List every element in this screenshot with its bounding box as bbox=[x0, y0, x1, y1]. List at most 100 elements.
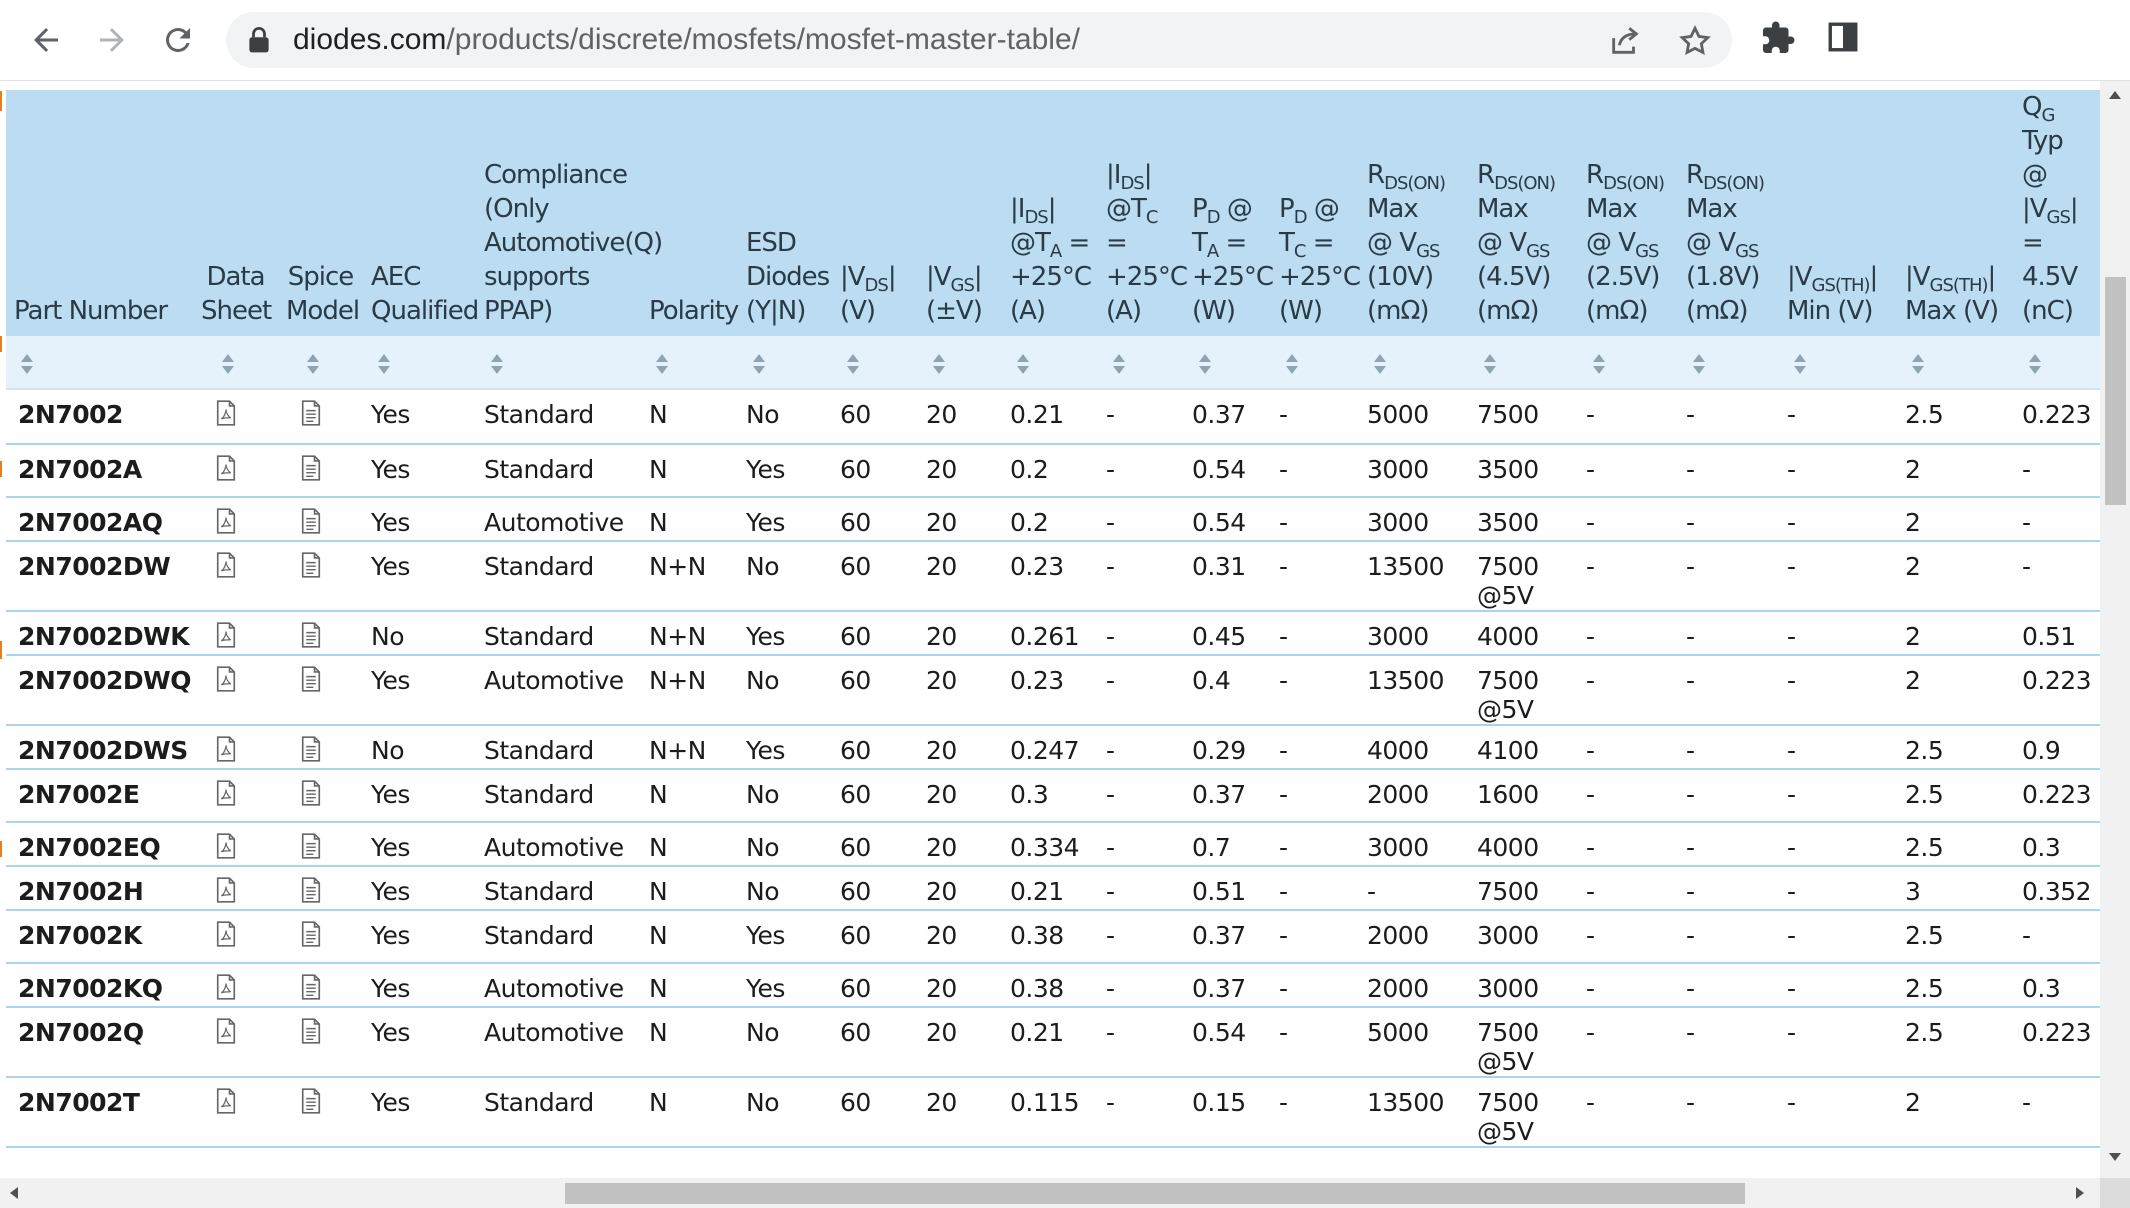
data-sheet-cell[interactable] bbox=[193, 541, 278, 612]
pdf-file-icon[interactable] bbox=[215, 736, 237, 762]
part-number-cell[interactable]: 2N7002Q bbox=[6, 1007, 193, 1078]
spice-model-cell[interactable] bbox=[278, 910, 363, 964]
data-sheet-cell[interactable] bbox=[193, 497, 278, 542]
spice-model-cell[interactable] bbox=[278, 822, 363, 867]
sort-cell[interactable] bbox=[1271, 336, 1359, 390]
sort-arrows-icon[interactable] bbox=[306, 352, 320, 376]
sort-arrows-icon[interactable] bbox=[221, 352, 235, 376]
sort-cell[interactable] bbox=[1578, 336, 1678, 390]
scroll-up-arrow-icon[interactable] bbox=[2107, 89, 2123, 101]
col-pd-ta[interactable]: PD @ TA = +25°C (W) bbox=[1184, 90, 1274, 336]
col-aec-qualified[interactable]: AEC Qualified bbox=[363, 90, 479, 336]
spice-model-cell[interactable] bbox=[278, 444, 363, 498]
part-number-cell[interactable]: 2N7002A bbox=[6, 444, 193, 498]
part-number-cell[interactable]: 2N7002KQ bbox=[6, 963, 193, 1008]
spice-file-icon[interactable] bbox=[300, 455, 322, 481]
spice-model-cell[interactable] bbox=[278, 541, 363, 612]
col-compliance[interactable]: Compliance (Only Automotive(Q) supports PPAP… bbox=[476, 90, 663, 336]
spice-file-icon[interactable] bbox=[300, 552, 322, 578]
data-sheet-cell[interactable] bbox=[193, 822, 278, 867]
spice-file-icon[interactable] bbox=[300, 921, 322, 947]
sort-cell[interactable] bbox=[2014, 336, 2100, 390]
col-ids-ta[interactable]: |IDS| @TA = +25°C (A) bbox=[1002, 90, 1098, 336]
sort-arrows-icon[interactable] bbox=[1793, 352, 1807, 376]
spice-model-cell[interactable] bbox=[278, 725, 363, 770]
horizontal-scroll-thumb[interactable] bbox=[565, 1183, 1745, 1204]
sort-arrows-icon[interactable] bbox=[752, 352, 766, 376]
sort-arrows-icon[interactable] bbox=[20, 352, 34, 376]
spice-file-icon[interactable] bbox=[300, 666, 322, 692]
pdf-file-icon[interactable] bbox=[215, 400, 237, 426]
sort-arrows-icon[interactable] bbox=[1692, 352, 1706, 376]
col-spice-model[interactable]: Spice Model bbox=[278, 90, 363, 336]
part-number-cell[interactable]: 2N7002DW bbox=[6, 541, 193, 612]
spice-file-icon[interactable] bbox=[300, 1088, 322, 1114]
data-sheet-cell[interactable] bbox=[193, 655, 278, 726]
part-number-cell[interactable]: 2N7002DWK bbox=[6, 611, 193, 656]
sort-arrows-icon[interactable] bbox=[846, 352, 860, 376]
address-bar[interactable]: diodes.com/products/discrete/mosfets/mos… bbox=[226, 12, 1732, 68]
sort-arrows-icon[interactable] bbox=[1592, 352, 1606, 376]
spice-model-cell[interactable] bbox=[278, 1077, 363, 1148]
sort-arrows-icon[interactable] bbox=[490, 352, 504, 376]
scroll-left-arrow-icon[interactable] bbox=[8, 1184, 20, 1202]
col-ids-tc[interactable]: |IDS| @TC = +25°C (A) bbox=[1098, 90, 1188, 336]
pdf-file-icon[interactable] bbox=[215, 1088, 237, 1114]
sort-arrows-icon[interactable] bbox=[2028, 352, 2042, 376]
sort-cell[interactable] bbox=[738, 336, 832, 390]
sort-arrows-icon[interactable] bbox=[932, 352, 946, 376]
bookmark-star-icon[interactable] bbox=[1678, 24, 1712, 58]
part-number-cell[interactable]: 2N7002 bbox=[6, 389, 193, 445]
sort-cell[interactable] bbox=[1359, 336, 1469, 390]
vertical-scrollbar[interactable] bbox=[2100, 81, 2130, 1178]
data-sheet-cell[interactable] bbox=[193, 963, 278, 1008]
col-part-number[interactable]: Part Number bbox=[6, 90, 193, 336]
spice-model-cell[interactable] bbox=[278, 963, 363, 1008]
spice-file-icon[interactable] bbox=[300, 622, 322, 648]
col-vgs[interactable]: |VGS| (±V) bbox=[918, 90, 1002, 336]
sort-arrows-icon[interactable] bbox=[377, 352, 391, 376]
spice-model-cell[interactable] bbox=[278, 866, 363, 911]
sort-arrows-icon[interactable] bbox=[1285, 352, 1299, 376]
sort-arrows-icon[interactable] bbox=[1911, 352, 1925, 376]
data-sheet-cell[interactable] bbox=[193, 866, 278, 911]
spice-file-icon[interactable] bbox=[300, 508, 322, 534]
back-button[interactable] bbox=[20, 14, 72, 66]
extensions-puzzle-icon[interactable] bbox=[1760, 20, 1796, 56]
spice-file-icon[interactable] bbox=[300, 736, 322, 762]
data-sheet-cell[interactable] bbox=[193, 769, 278, 823]
spice-model-cell[interactable] bbox=[278, 769, 363, 823]
sort-cell[interactable] bbox=[1184, 336, 1271, 390]
col-rds-2-5v[interactable]: RDS(ON) Max @ VGS (2.5V) (mΩ) bbox=[1578, 90, 1678, 336]
data-sheet-cell[interactable] bbox=[193, 1077, 278, 1148]
col-rds-10v[interactable]: RDS(ON) Max @ VGS (10V) (mΩ) bbox=[1359, 90, 1469, 336]
sort-arrows-icon[interactable] bbox=[1483, 352, 1497, 376]
scroll-down-arrow-icon[interactable] bbox=[2107, 1151, 2123, 1163]
sort-cell[interactable] bbox=[278, 336, 363, 390]
spice-file-icon[interactable] bbox=[300, 877, 322, 903]
part-number-cell[interactable]: 2N7002DWQ bbox=[6, 655, 193, 726]
sort-cell[interactable] bbox=[1098, 336, 1184, 390]
spice-file-icon[interactable] bbox=[300, 1018, 322, 1044]
spice-file-icon[interactable] bbox=[300, 780, 322, 806]
pdf-file-icon[interactable] bbox=[215, 666, 237, 692]
col-rds-1-8v[interactable]: RDS(ON) Max @ VGS (1.8V) (mΩ) bbox=[1678, 90, 1779, 336]
spice-file-icon[interactable] bbox=[300, 833, 322, 859]
spice-model-cell[interactable] bbox=[278, 497, 363, 542]
sort-arrows-icon[interactable] bbox=[1016, 352, 1030, 376]
sort-cell[interactable] bbox=[476, 336, 641, 390]
scroll-right-arrow-icon[interactable] bbox=[2074, 1184, 2086, 1202]
share-icon[interactable] bbox=[1608, 24, 1642, 58]
sort-cell[interactable] bbox=[193, 336, 278, 390]
sort-cell[interactable] bbox=[641, 336, 738, 390]
forward-button[interactable] bbox=[86, 14, 138, 66]
vertical-scroll-thumb[interactable] bbox=[2105, 277, 2126, 505]
part-number-cell[interactable]: 2N7002DWS bbox=[6, 725, 193, 770]
col-rds-4-5v[interactable]: RDS(ON) Max @ VGS (4.5V) (mΩ) bbox=[1469, 90, 1578, 336]
data-sheet-cell[interactable] bbox=[193, 611, 278, 656]
data-sheet-cell[interactable] bbox=[193, 725, 278, 770]
data-sheet-cell[interactable] bbox=[193, 389, 278, 445]
pdf-file-icon[interactable] bbox=[215, 455, 237, 481]
part-number-cell[interactable]: 2N7002E bbox=[6, 769, 193, 823]
col-vgs-th-max[interactable]: |VGS(TH)| Max (V) bbox=[1897, 90, 2014, 336]
